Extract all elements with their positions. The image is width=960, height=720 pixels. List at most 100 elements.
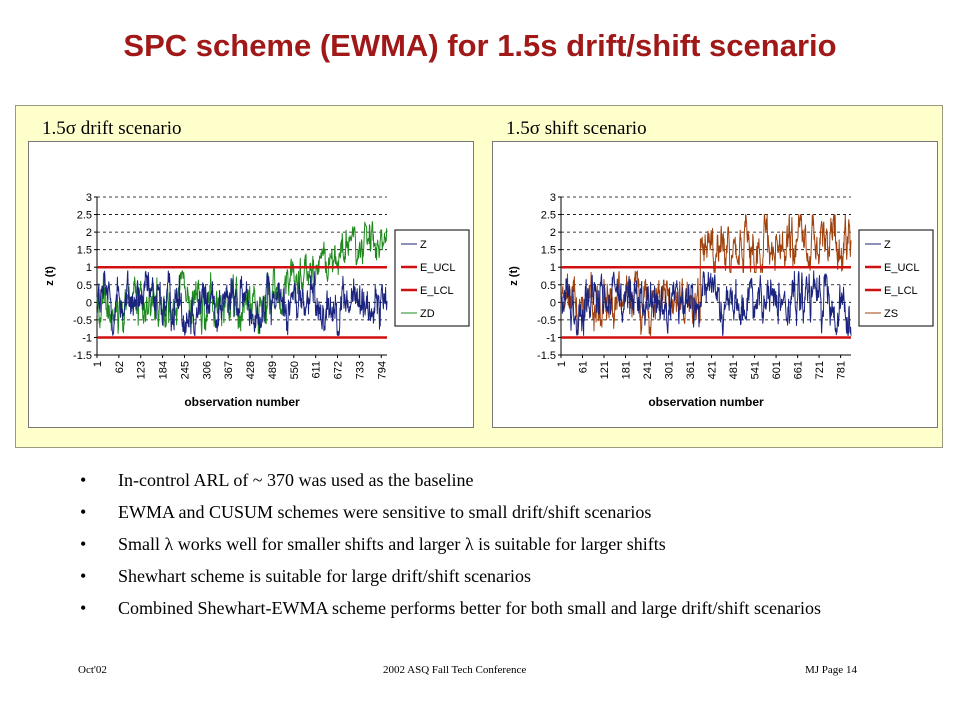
x-tick-label: 184 (158, 361, 170, 379)
y-tick-label: -0.5 (537, 315, 556, 327)
x-tick-label: 481 (728, 361, 740, 379)
series-zd-line (96, 221, 388, 335)
bullet-text: Shewhart scheme is suitable for large dr… (118, 566, 532, 586)
bullet-dot: • (80, 502, 87, 522)
bullet-list: • In-control ARL of ~ 370 was used as the… (80, 470, 900, 630)
sigma-symbol: σ (65, 118, 76, 139)
legend-label: E_UCL (884, 262, 919, 274)
x-tick-label: 550 (289, 361, 301, 379)
label-prefix: 1.5 (42, 118, 66, 139)
label-prefix: 1.5 (506, 118, 530, 139)
x-tick-label: 421 (707, 361, 719, 379)
y-axis-title: z (t) (508, 266, 520, 286)
bullet-item: • Combined Shewhart-EWMA scheme performs … (80, 598, 900, 619)
x-tick-label: 121 (599, 361, 611, 379)
drift-chart-svg: 32.521.510.50-0.5-1-1.51 62 123 184 245 306 36… (44, 192, 470, 409)
x-tick-label: 62 (114, 361, 126, 373)
x-tick-label: 611 (311, 361, 323, 379)
x-tick-label: 61 (578, 361, 590, 373)
y-tick-label: 1.5 (77, 245, 92, 257)
x-tick-label: 1 (556, 361, 568, 367)
legend-box (394, 229, 470, 327)
bullet-item: • Shewhart scheme is suitable for large d… (80, 566, 900, 587)
x-tick-label: 301 (664, 361, 676, 379)
bullet-item: • In-control ARL of ~ 370 was used as the… (80, 470, 900, 491)
sigma-symbol: σ (529, 118, 540, 139)
label-suffix: drift scenario (76, 118, 182, 139)
x-tick-label: 123 (136, 361, 148, 379)
y-tick-label: -1 (82, 332, 92, 344)
y-tick-label: 0.5 (541, 280, 556, 292)
shift-chart: 3 2.5 2 1.5 1 0.5 0 -0.5 -1 -1.5 1 61 121 181 241 301 36… (492, 141, 938, 428)
bullet-text: In-control ARL of ~ 370 was used as the … (118, 470, 474, 490)
x-tick-label: 367 (223, 361, 235, 379)
bullet-dot: • (80, 534, 87, 554)
x-tick-label: 361 (685, 361, 697, 379)
y-tick-label: 2 (550, 227, 556, 239)
legend-box (858, 229, 934, 327)
x-axis-title: observation number (648, 395, 764, 409)
x-tick-label: 1 (92, 361, 104, 367)
y-tick-label: 2 (86, 227, 92, 239)
bullet-text-mid: works well for smaller shifts and larger (173, 534, 465, 554)
series-z-line (560, 270, 852, 337)
x-axis-title: observation number (184, 395, 300, 409)
shift-chart-label: 1.5σ shift scenario (506, 118, 647, 140)
drift-chart-label: 1.5σ drift scenario (42, 118, 182, 140)
bullet-item: • Small λ works well for smaller shifts a… (80, 534, 900, 555)
y-tick-label: 0.5 (77, 280, 92, 292)
drift-chart: 3 2.5 2 1.5 1 0.5 0 -0.5 -1 -1.5 1 62 123 184 245 306 36… (28, 141, 474, 428)
x-tick-label: 245 (179, 361, 191, 379)
x-tick-label: 672 (333, 361, 345, 379)
bullet-item: • EWMA and CUSUM schemes were sensitive t… (80, 502, 900, 523)
bullet-text: Combined Shewhart-EWMA scheme performs b… (118, 598, 821, 618)
label-suffix: shift scenario (540, 118, 647, 139)
y-tick-label: 2.5 (541, 210, 556, 222)
footer-conference: 2002 ASQ Fall Tech Conference (383, 664, 527, 676)
legend-label: E_LCL (420, 285, 454, 297)
lambda-symbol: λ (164, 534, 174, 554)
legend-label: Z (884, 239, 891, 251)
x-tick-label: 733 (354, 361, 366, 379)
bullet-dot: • (80, 566, 87, 586)
bullet-dot: • (80, 598, 87, 618)
legend-label: E_UCL (420, 262, 455, 274)
footer-page: MJ Page 14 (805, 664, 857, 676)
x-tick-label: 794 (376, 361, 388, 379)
footer-date: Oct'02 (78, 664, 107, 676)
x-tick-label: 661 (793, 361, 805, 379)
y-tick-label: 2.5 (77, 210, 92, 222)
series-z-line (96, 270, 388, 337)
x-tick-label: 601 (771, 361, 783, 379)
x-tick-label: 241 (642, 361, 654, 379)
bullet-text-post: is suitable for larger shifts (473, 534, 666, 554)
y-tick-label: 1.5 (541, 245, 556, 257)
y-tick-label: -1 (546, 332, 556, 344)
legend-label: ZS (884, 308, 898, 320)
x-tick-label: 181 (621, 361, 633, 379)
legend-label: Z (420, 239, 427, 251)
y-tick-label: -1.5 (537, 350, 556, 362)
x-tick-label: 428 (245, 361, 257, 379)
shift-chart-svg: 32.521.510.50-0.5-1-1.51 61 121 181 241 301 36… (508, 192, 934, 409)
lambda-symbol: λ (464, 534, 474, 554)
y-tick-label: 0 (86, 297, 92, 309)
x-tick-label: 781 (836, 361, 848, 379)
bullet-text-pre: Small (118, 534, 165, 554)
bullet-dot: • (80, 470, 87, 490)
series-zs-line (560, 214, 852, 336)
legend-label: E_LCL (884, 285, 918, 297)
y-tick-label: 3 (86, 192, 92, 204)
y-tick-label: -1.5 (73, 350, 92, 362)
slide-title: SPC scheme (EWMA) for 1.5s drift/shift s… (123, 28, 837, 63)
y-tick-label: 3 (550, 192, 556, 204)
x-tick-label: 541 (750, 361, 762, 379)
x-tick-label: 489 (267, 361, 279, 379)
y-tick-label: 1 (550, 262, 556, 274)
y-axis-title: z (t) (44, 266, 56, 286)
legend-label: ZD (420, 308, 435, 320)
x-tick-label: 721 (814, 361, 826, 379)
y-tick-label: 1 (86, 262, 92, 274)
bullet-text: EWMA and CUSUM schemes were sensitive to… (118, 502, 652, 522)
y-tick-label: -0.5 (73, 315, 92, 327)
